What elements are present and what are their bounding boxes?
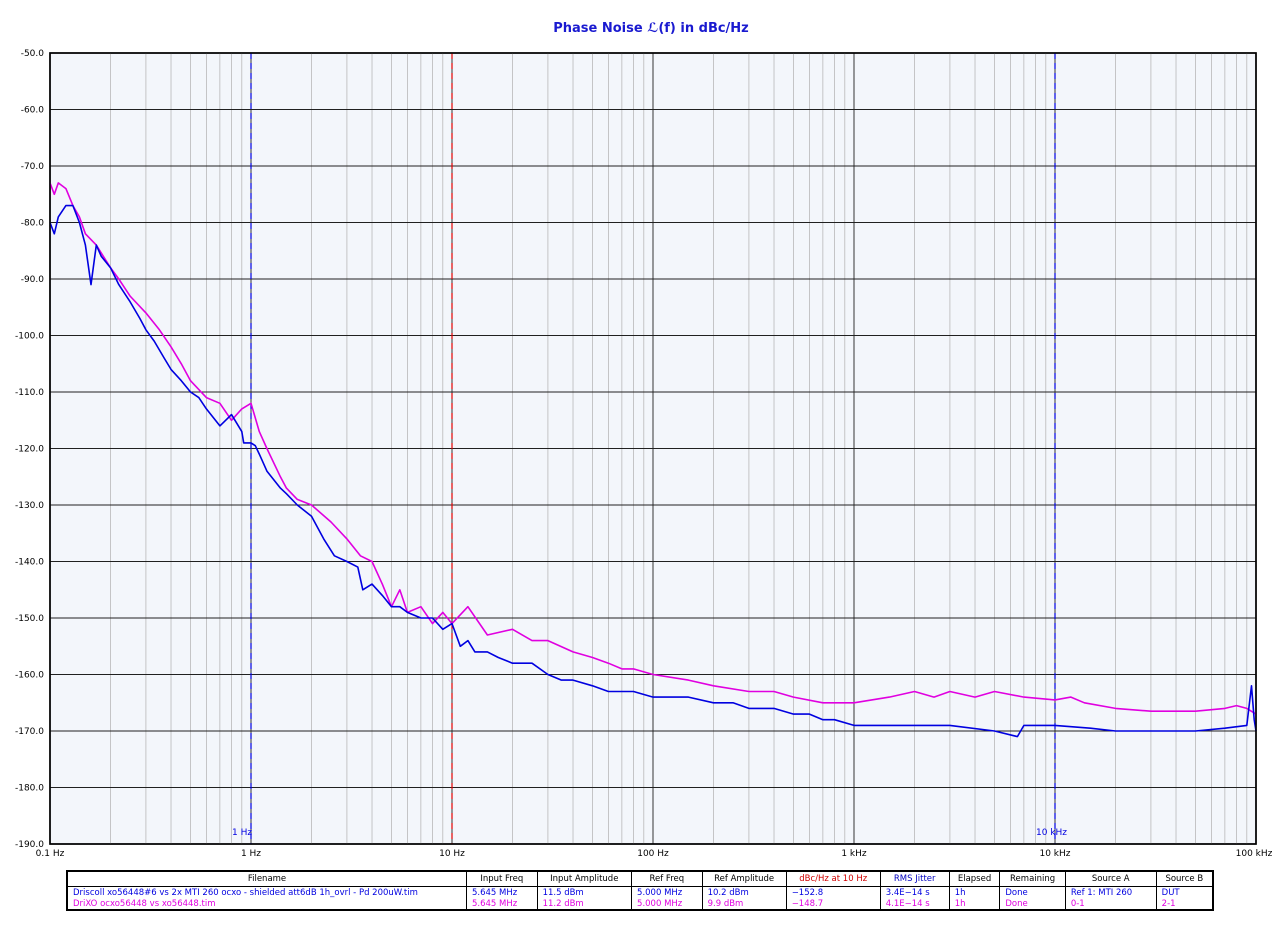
header-source-a: Source A [1064, 870, 1157, 887]
y-tick-label: -50.0 [21, 49, 45, 59]
y-tick-label: -60.0 [21, 106, 45, 116]
cell-ref-freq: 5.000 MHz [631, 886, 703, 898]
legend-row[interactable]: Driscoll xo56448#6 vs 2x MTI 260 ocxo - … [66, 886, 1214, 898]
x-tick-label: 100 kHz [1236, 849, 1273, 859]
cell-remaining: Done [999, 898, 1066, 910]
header-elapsed: Elapsed [948, 870, 1001, 887]
header-dbc-at-10hz: dBc/Hz at 10 Hz [785, 870, 881, 887]
y-tick-label: -100.0 [15, 332, 44, 342]
marker-label: 1 Hz [232, 828, 252, 838]
y-tick-label: -80.0 [21, 219, 45, 229]
x-tick-label: 10 kHz [1039, 849, 1070, 859]
cell-rms-jitter: 3.4E−14 s [879, 886, 950, 898]
cell-dbc-at-10hz: −148.7 [785, 898, 881, 910]
y-tick-label: -130.0 [15, 501, 44, 511]
legend-header-row: Filename Input Freq Input Amplitude Ref … [66, 870, 1214, 887]
cell-source-b: DUT [1155, 886, 1214, 898]
y-tick-label: -70.0 [21, 162, 45, 172]
y-tick-label: -90.0 [21, 275, 45, 285]
cell-input-amplitude: 11.2 dBm [536, 898, 633, 910]
x-tick-label: 0.1 Hz [36, 849, 65, 859]
cell-ref-amplitude: 10.2 dBm [701, 886, 787, 898]
cell-dbc-at-10hz: −152.8 [785, 886, 881, 898]
cell-remaining: Done [999, 886, 1066, 898]
x-axis-tick-labels: 0.1 Hz 1 Hz 10 Hz 100 Hz 1 kHz 10 kHz 100 kHz [36, 849, 1273, 859]
header-filename: Filename [66, 870, 467, 887]
series-lines [49, 182, 1257, 738]
cell-filename: Driscoll xo56448#6 vs 2x MTI 260 ocxo - … [66, 886, 467, 898]
y-tick-label: -160.0 [15, 671, 44, 681]
phase-noise-chart: Phase Noise ℒ(f) in dBc/Hz 1 Hz 10 kHz -5… [15, 21, 1273, 859]
cell-rms-jitter: 4.1E−14 s [879, 898, 950, 910]
y-tick-label: -150.0 [15, 614, 44, 624]
y-tick-label: -120.0 [15, 445, 44, 455]
header-input-freq: Input Freq [466, 870, 538, 887]
y-tick-label: -110.0 [15, 388, 44, 398]
y-axis-tick-labels: -50.0 -60.0 -70.0 -80.0 -90.0 -100.0 -110.0 -12… [15, 49, 44, 850]
x-tick-label: 1 kHz [841, 849, 867, 859]
cell-ref-amplitude: 9.9 dBm [701, 898, 787, 910]
frequency-markers: 1 Hz 10 kHz [232, 53, 1067, 844]
y-tick-label: -140.0 [15, 558, 44, 568]
cell-source-a: Ref 1: MTI 260 [1064, 886, 1157, 898]
y-tick-label: -190.0 [15, 840, 44, 850]
cell-ref-freq: 5.000 MHz [631, 898, 703, 910]
cell-source-b: 2-1 [1155, 898, 1214, 910]
cell-source-a: 0-1 [1064, 898, 1157, 910]
header-ref-freq: Ref Freq [631, 870, 703, 887]
header-remaining: Remaining [999, 870, 1066, 887]
x-tick-label: 10 Hz [439, 849, 465, 859]
y-tick-label: -170.0 [15, 727, 44, 737]
cell-filename: DriXO ocxo56448 vs xo56448.tim [66, 898, 467, 910]
header-rms-jitter: RMS Jitter [879, 870, 950, 887]
x-tick-label: 1 Hz [241, 849, 261, 859]
header-input-amplitude: Input Amplitude [536, 870, 633, 887]
x-tick-label: 100 Hz [637, 849, 669, 859]
cell-input-freq: 5.645 MHz [466, 898, 538, 910]
cell-input-amplitude: 11.5 dBm [536, 886, 633, 898]
chart-title: Phase Noise ℒ(f) in dBc/Hz [553, 21, 749, 36]
legend-row[interactable]: DriXO ocxo56448 vs xo56448.tim 5.645 MHz… [66, 898, 1214, 910]
plot-frame [49, 52, 1257, 845]
series-line [49, 204, 1257, 738]
trace-legend-table: Filename Input Freq Input Amplitude Ref … [66, 870, 1214, 911]
y-tick-label: -180.0 [15, 784, 44, 794]
cell-input-freq: 5.645 MHz [466, 886, 538, 898]
header-ref-amplitude: Ref Amplitude [701, 870, 787, 887]
header-source-b: Source B [1155, 870, 1214, 887]
cell-elapsed: 1h [948, 898, 1001, 910]
cell-elapsed: 1h [948, 886, 1001, 898]
marker-label: 10 kHz [1036, 828, 1067, 838]
series-line [49, 182, 1257, 715]
